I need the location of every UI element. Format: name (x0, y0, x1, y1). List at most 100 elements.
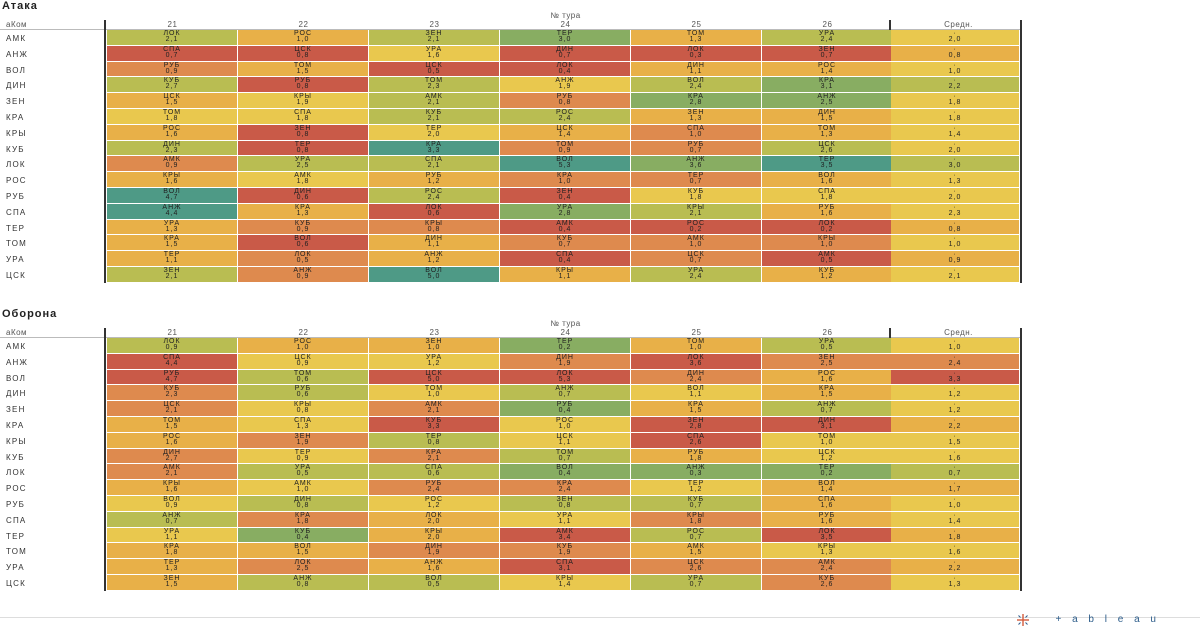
opponent-label: КУБ (294, 219, 312, 227)
opponent-label: АМК (425, 93, 443, 101)
heatmap-cell: ТЕР 0,7 (631, 172, 762, 188)
heatmap-cell: РОС 0,2 (631, 219, 762, 236)
heatmap-cell: ДИН 1,1 (631, 61, 762, 78)
heatmap-cell: СПА 2,6 (631, 432, 762, 449)
average-value: 2,2 (948, 83, 962, 91)
opponent-label: ТОМ (424, 77, 444, 85)
cell-value: 2,1 (165, 36, 179, 43)
opponent-label: КРЫ (818, 235, 836, 243)
opponent-label: РОС (817, 61, 836, 69)
average-cell: · 1,8 (891, 527, 1020, 544)
opponent-label: ДИН (294, 188, 312, 195)
cell-value: 2,4 (689, 273, 703, 280)
heatmap-cell: АНЖ 1,6 (369, 559, 500, 575)
cell-value: 2,1 (427, 407, 441, 415)
round-header-21: 21 (167, 20, 178, 29)
cell-value: 3,1 (820, 83, 834, 91)
cell-value: 1,3 (165, 565, 179, 573)
heatmap-cell: УРА 0,5 (238, 464, 369, 481)
heatmap-cell: УРА 1,6 (369, 45, 500, 62)
heatmap-cell: КРА 1,0 (500, 172, 631, 188)
team-label: ДИН (6, 389, 27, 399)
cell-value: 1,4 (820, 486, 834, 494)
heatmap-cell: ТОМ 2,3 (369, 77, 500, 94)
cell-value: 1,5 (165, 423, 179, 430)
cell-value: 0,8 (296, 581, 310, 588)
team-label: КУБ (6, 452, 25, 462)
opponent-label: ЗЕН (425, 338, 443, 345)
opponent-label: КРА (557, 480, 573, 488)
average-value: 1,0 (948, 67, 962, 75)
opponent-label: КРЫ (294, 401, 312, 409)
opponent-label: ДИН (163, 448, 181, 456)
cell-value: 3,3 (427, 423, 441, 430)
opponent-label: РУБ (687, 140, 705, 148)
heatmap-cell: АМК 1,0 (631, 235, 762, 252)
opponent-label: АМК (425, 401, 443, 409)
opponent-label: РУБ (294, 385, 312, 393)
average-value: 1,4 (948, 517, 962, 525)
heatmap-cell: ВОЛ 0,5 (369, 575, 500, 591)
cell-value: 1,0 (427, 391, 441, 399)
heatmap-cell: РУБ 0,7 (631, 140, 762, 157)
heatmap-cell: ДИН 1,9 (369, 543, 500, 560)
heatmap-cell: РУБ 1,8 (631, 448, 762, 465)
cell-value: 1,1 (165, 533, 179, 541)
opponent-label: АНЖ (293, 267, 313, 274)
heatmap-cell: КРА 3,3 (369, 140, 500, 157)
cell-value: 2,1 (427, 115, 441, 122)
opponent-label: КРЫ (687, 203, 705, 211)
team-label: ТЕР (6, 223, 26, 233)
average-cell: · 1,4 (891, 124, 1020, 141)
heatmap-cell: ЦСК 0,9 (238, 353, 369, 370)
opponent-label: КРА (426, 448, 442, 456)
heatmap-cell: ВОЛ 0,6 (238, 235, 369, 252)
heatmap-cell: ТЕР 3,5 (762, 156, 893, 173)
cell-value: 1,0 (296, 36, 310, 43)
cell-value: 2,4 (689, 83, 703, 91)
cell-value: 3,6 (689, 359, 703, 367)
team-label: ЦСК (6, 271, 26, 280)
opponent-label: АМК (556, 527, 574, 535)
cell-value: 2,6 (689, 438, 703, 446)
cell-value: 0,9 (558, 146, 572, 154)
cell-value: 1,0 (558, 423, 572, 430)
opponent-label: КРА (164, 543, 180, 551)
average-value: 0,8 (948, 51, 962, 59)
heatmap-cell: ДИН 3,1 (762, 417, 893, 433)
heatmap-cell: КУБ 2,7 (107, 77, 238, 94)
opponent-label: ТОМ (293, 61, 313, 69)
average-cell: · 2,1 (891, 267, 1020, 283)
attack-title: Атака (2, 0, 38, 12)
opponent-label: ВОЛ (818, 172, 836, 180)
cell-value: 1,1 (689, 67, 703, 75)
heatmap-cell: УРА 1,3 (107, 219, 238, 236)
cell-value: 5,0 (427, 273, 441, 280)
cell-value: 4,4 (165, 359, 179, 367)
cell-value: 1,9 (558, 83, 572, 91)
heatmap-cell: РОС 1,4 (762, 61, 893, 78)
heatmap-cell: ЛОК 0,2 (762, 219, 893, 236)
cell-value: 0,6 (296, 194, 310, 201)
cell-value: 2,8 (689, 99, 703, 107)
team-label: ЛОК (6, 160, 26, 170)
defense-title: Оборона (2, 308, 58, 320)
opponent-label: ТОМ (686, 338, 706, 345)
opponent-label: ЗЕН (425, 30, 443, 37)
cell-value: 0,9 (165, 162, 179, 170)
cell-value: 1,2 (820, 454, 834, 462)
average-marker: · (953, 172, 957, 180)
average-cell: · 1,0 (891, 338, 1020, 354)
heatmap-cell: РУБ 0,6 (238, 385, 369, 402)
opponent-label: УРА (818, 30, 836, 37)
cell-value: 0,6 (296, 241, 310, 249)
average-value: 3,0 (948, 162, 962, 170)
opponent-label: ЦСК (294, 45, 312, 53)
cell-value: 1,3 (296, 209, 310, 217)
heatmap-cell: ТОМ 1,0 (762, 432, 893, 449)
opponent-label: РОС (686, 527, 705, 535)
heatmap-cell: РУБ 4,7 (107, 369, 238, 386)
opponent-label: АМК (163, 156, 181, 164)
cell-value: 2,1 (427, 36, 441, 43)
cell-value: 1,1 (165, 257, 179, 265)
